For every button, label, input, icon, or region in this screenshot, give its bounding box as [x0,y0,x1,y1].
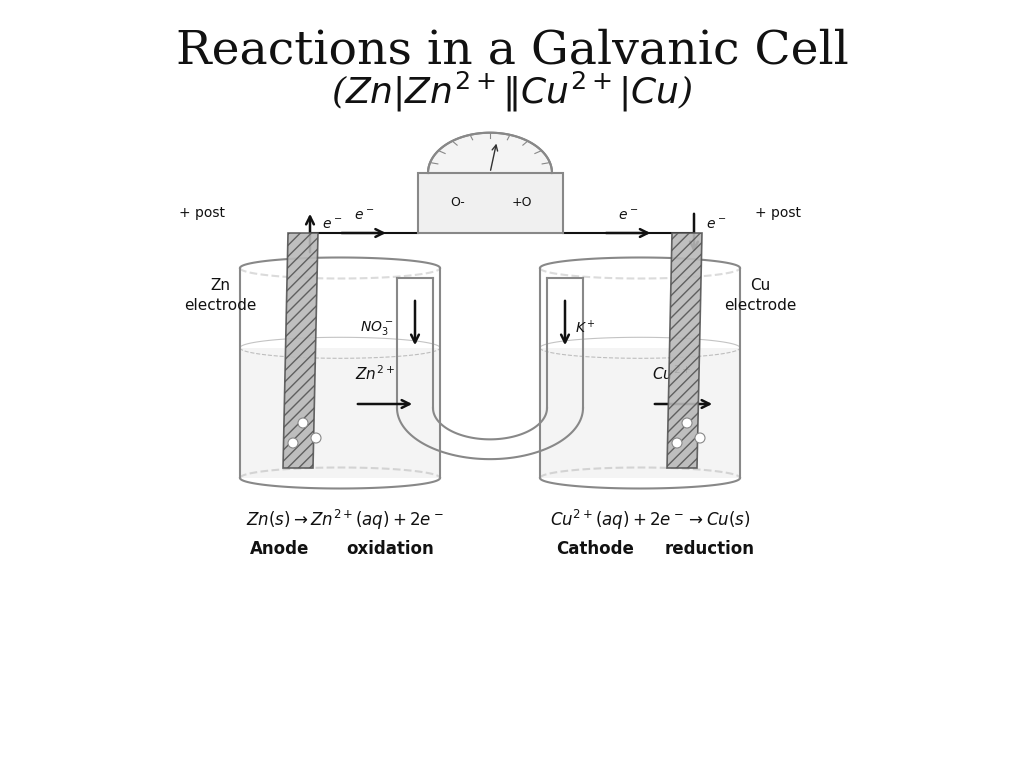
Text: Zn
electrode: Zn electrode [184,278,256,313]
Text: Cathode: Cathode [556,540,634,558]
Text: $e^-$: $e^-$ [618,209,638,223]
Text: $e^-$: $e^-$ [353,209,374,223]
Polygon shape [540,348,740,478]
Polygon shape [283,233,318,468]
Text: $e^-$: $e^-$ [706,218,726,232]
Text: + post: + post [179,206,225,220]
Circle shape [672,438,682,448]
Text: ($Zn|Zn^{2+}\Vert Cu^{2+}|Cu$): ($Zn|Zn^{2+}\Vert Cu^{2+}|Cu$) [331,70,693,114]
Text: Anode: Anode [250,540,309,558]
Circle shape [311,433,321,443]
Text: Cu
electrode: Cu electrode [724,278,797,313]
Text: + post: + post [755,206,801,220]
Circle shape [682,418,692,428]
Text: reduction: reduction [665,540,755,558]
Text: $Zn^{2+}$: $Zn^{2+}$ [355,365,395,383]
Text: $e^-$: $e^-$ [322,218,342,232]
Text: Reactions in a Galvanic Cell: Reactions in a Galvanic Cell [176,28,848,73]
Text: $Cu^{2+}(aq) + 2e^- \rightarrow Cu(s)$: $Cu^{2+}(aq) + 2e^- \rightarrow Cu(s)$ [550,508,751,532]
Circle shape [288,438,298,448]
Text: +O: +O [512,197,532,210]
Polygon shape [428,133,552,173]
Text: $K^+$: $K^+$ [575,319,596,336]
Text: $Zn(s) \rightarrow Zn^{2+}(aq) + 2e^-$: $Zn(s) \rightarrow Zn^{2+}(aq) + 2e^-$ [246,508,443,532]
Text: $NO_3^-$: $NO_3^-$ [359,319,393,337]
Text: $Cu^{2+}$: $Cu^{2+}$ [652,365,691,383]
Text: O-: O- [451,197,465,210]
Text: oxidation: oxidation [346,540,434,558]
Bar [418,173,562,233]
Circle shape [298,418,308,428]
Polygon shape [240,348,440,478]
Circle shape [695,433,705,443]
Polygon shape [667,233,702,468]
